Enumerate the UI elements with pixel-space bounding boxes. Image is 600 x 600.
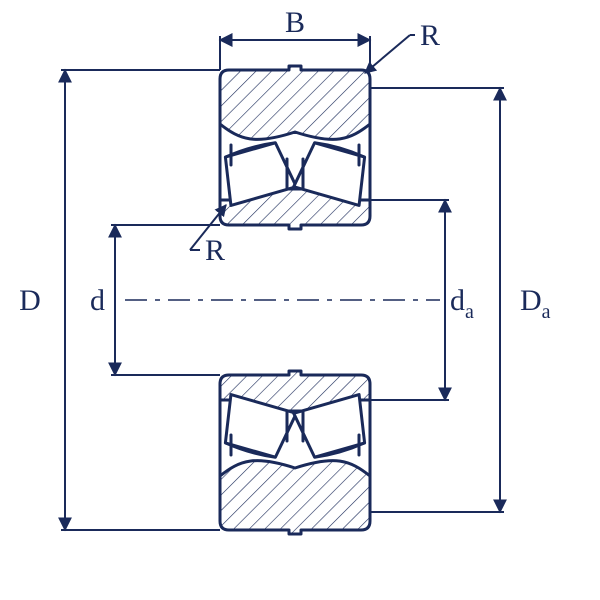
bearing-section: B Dd da Da R R — [19, 6, 551, 560]
dim-label: d — [90, 284, 105, 317]
dim-label: B — [285, 6, 305, 39]
dim-label: R — [420, 19, 440, 52]
bearing-cross-section-diagram: B Dd da Da R R — [0, 0, 600, 600]
dim-label: D — [19, 284, 41, 317]
dim-label: R — [205, 234, 225, 267]
dim-label: da — [450, 284, 474, 323]
dim-label: Da — [520, 284, 551, 323]
